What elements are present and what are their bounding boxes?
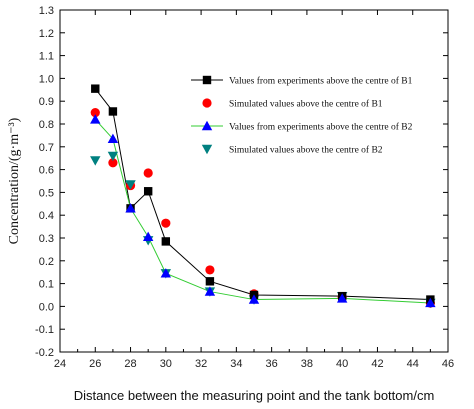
series-2-point: [161, 218, 171, 228]
series-3-point: [248, 294, 260, 304]
x-tick-label: 40: [336, 358, 348, 370]
x-tick-label: 44: [407, 358, 419, 370]
series-3-point: [125, 203, 136, 213]
y-tick-label: -0.2: [35, 347, 54, 359]
x-axis-title: Distance between the measuring point and…: [74, 388, 435, 403]
x-tick-label: 34: [230, 358, 242, 370]
y-tick-label: 0.0: [39, 301, 54, 313]
y-tick-label: -0.1: [35, 324, 54, 336]
x-tick-labels: 24 26 28 30 32 34 36 38 40 42 44 46: [54, 358, 454, 370]
series-3-point: [107, 133, 119, 144]
y-tick-label: 1.0: [39, 73, 54, 85]
x-tick-label: 24: [54, 358, 66, 370]
series-2-point: [90, 108, 100, 118]
y-tick-label: 0.7: [39, 142, 54, 154]
series-3-point: [90, 114, 101, 124]
series-2-point: [108, 158, 118, 168]
series-2-point: [205, 265, 215, 275]
x-tick-label: 46: [442, 358, 454, 370]
series-3-point: [160, 268, 172, 278]
y-tick-label: 0.5: [39, 187, 54, 199]
y-tick-label: 0.9: [39, 96, 54, 108]
series-4-point: [90, 156, 101, 166]
legend: Values from experiments above the centre…: [191, 76, 413, 156]
series-lines: [94, 88, 431, 304]
series-4-point: [125, 180, 136, 190]
axis-ticks: [59, 9, 449, 353]
series-1-point: [91, 84, 100, 93]
x-tick-label: 32: [195, 358, 207, 370]
y-tick-label: 1.1: [39, 51, 54, 63]
series-4-point: [107, 151, 119, 162]
y-tick-label: 1.2: [39, 28, 54, 40]
series-markers: [90, 84, 436, 309]
y-tick-label: 1.3: [39, 5, 54, 17]
series-1-point: [161, 237, 171, 246]
y-tick-label: 0.6: [39, 165, 54, 177]
legend-label-4: Simulated values above the centre of B2: [229, 145, 383, 156]
legend-marker-4: [201, 144, 213, 155]
series-3-point: [425, 297, 436, 308]
x-tick-label: 42: [371, 358, 383, 370]
legend-label-2: Simulated values above the centre of B1: [229, 99, 383, 110]
x-tick-label: 30: [160, 358, 172, 370]
legend-marker-3: [201, 120, 213, 131]
y-tick-label: 0.4: [39, 210, 54, 222]
x-tick-label: 26: [89, 358, 101, 370]
legend-marker-1: [202, 75, 212, 85]
legend-label-1: Values from experiments above the centre…: [229, 76, 413, 87]
y-tick-label: 0.3: [39, 233, 54, 245]
y-axis-title: Concentration/(g·m⁻³): [7, 117, 22, 244]
series-3-point: [142, 231, 154, 242]
legend-label-3: Values from experiments above the centre…: [229, 122, 413, 133]
x-tick-label: 38: [301, 358, 313, 370]
x-tick-label: 36: [266, 358, 278, 370]
y-tick-labels: -0.2 -0.1 0.0 0.1 0.2 0.3 0.4 0.5 0.6 0.7 0.8 0.9 1.…: [35, 5, 54, 359]
legend-marker-2: [202, 98, 212, 108]
series-1-point: [108, 107, 118, 116]
series-2-point: [143, 168, 153, 178]
y-tick-label: 0.2: [39, 256, 54, 268]
y-tick-label: 0.1: [39, 279, 54, 291]
series-3-point: [204, 286, 216, 296]
series-1-point: [205, 277, 215, 286]
series-3-point: [336, 293, 348, 303]
x-tick-label: 28: [124, 358, 136, 370]
y-tick-label: 0.8: [39, 119, 54, 131]
series-1-point: [143, 187, 153, 196]
